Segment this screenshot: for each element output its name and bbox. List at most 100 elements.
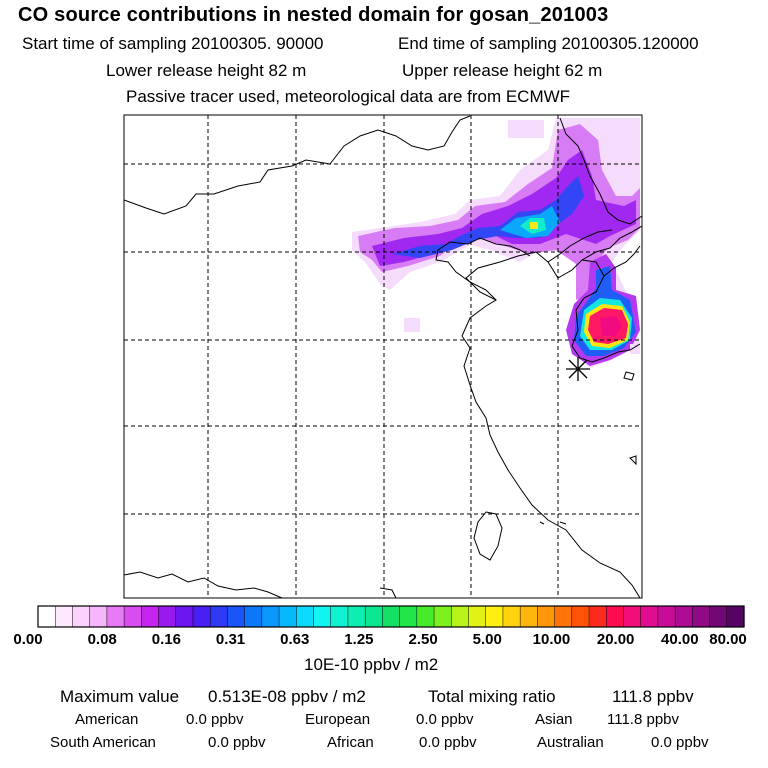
colorbar-cell bbox=[520, 606, 538, 627]
colorbar-tick-label: 0.00 bbox=[13, 631, 43, 648]
plume-patch bbox=[630, 344, 640, 354]
region-south-american-label: South American bbox=[50, 734, 156, 751]
region-european-label: European bbox=[305, 711, 371, 728]
colorbar-tick-label: 2.50 bbox=[408, 631, 438, 648]
region-australian-value: 0.0 ppbv bbox=[651, 734, 709, 751]
colorbar-tick-label: 0.08 bbox=[87, 631, 117, 648]
coastline-korea-east bbox=[603, 245, 641, 277]
colorbar-cell bbox=[399, 606, 418, 627]
colorbar-tick-label: 0.31 bbox=[215, 631, 246, 648]
start-time-label: Start time of sampling 20100305. 90000 bbox=[22, 34, 324, 53]
colorbar-tick-label: 1.25 bbox=[344, 631, 374, 648]
colorbar-cell bbox=[434, 606, 452, 627]
colorbar-cell bbox=[589, 606, 607, 627]
colorbar-tick-label: 40.00 bbox=[661, 631, 699, 648]
coastline-taiwan bbox=[473, 511, 503, 561]
colorbar-cell bbox=[692, 606, 711, 627]
graticule bbox=[124, 115, 642, 598]
plume-patch bbox=[600, 118, 634, 132]
plume-patch bbox=[404, 318, 420, 332]
region-african-value: 0.0 ppbv bbox=[419, 734, 477, 751]
region-south-american-value: 0.0 ppbv bbox=[208, 734, 266, 751]
colorbar-tick-label: 0.63 bbox=[280, 631, 310, 648]
colorbar-cell bbox=[657, 606, 676, 627]
colorbar-cell bbox=[382, 606, 401, 627]
colorbar-cell bbox=[175, 606, 194, 627]
colorbar-cell bbox=[606, 606, 625, 627]
plume-layer bbox=[352, 118, 640, 368]
plume-region-purple bbox=[372, 150, 636, 266]
end-time-label: End time of sampling 20100305.120000 bbox=[398, 34, 699, 53]
coastline-korea-west bbox=[571, 259, 641, 363]
colorbar-cell bbox=[675, 606, 693, 627]
coastline-hainan bbox=[379, 587, 397, 598]
colorbar-cell bbox=[227, 606, 246, 627]
colorbar-cell bbox=[537, 606, 556, 627]
colorbar-cell bbox=[141, 606, 160, 627]
region-asian-label: Asian bbox=[535, 711, 573, 728]
map-frame bbox=[123, 114, 643, 599]
colorbar-cell bbox=[468, 606, 487, 627]
colorbar-cell bbox=[192, 606, 211, 627]
lower-release-height: Lower release height 82 m bbox=[106, 61, 307, 80]
colorbar-cell bbox=[485, 606, 504, 627]
border-north bbox=[124, 115, 471, 215]
plume-region-yellow bbox=[530, 222, 538, 229]
region-african-label: African bbox=[327, 734, 374, 751]
colorbar-cell bbox=[124, 606, 142, 627]
colorbar-tick-label: 80.00 bbox=[709, 631, 747, 648]
region-american-label: American bbox=[75, 711, 139, 728]
colorbar-cell bbox=[261, 606, 280, 627]
colorbar-cell bbox=[72, 606, 91, 627]
colorbar-cell bbox=[571, 606, 590, 627]
colorbar-cell bbox=[726, 606, 745, 627]
region-european-value: 0.0 ppbv bbox=[416, 711, 474, 728]
colorbar-cell bbox=[623, 606, 642, 627]
coastline-china bbox=[461, 225, 642, 598]
colorbar-cell bbox=[365, 606, 383, 627]
border-southwest bbox=[124, 571, 283, 598]
colorbar-cell bbox=[330, 606, 349, 627]
colorbar-cell bbox=[244, 606, 263, 627]
colorbar-cell bbox=[502, 606, 521, 627]
coastline-islands bbox=[539, 371, 637, 525]
colorbar-frame bbox=[37, 605, 745, 628]
border-northeast bbox=[559, 117, 642, 225]
receptor-asterisk-icon bbox=[566, 357, 590, 381]
colorbar-cell bbox=[279, 606, 297, 627]
colorbar-cell bbox=[158, 606, 177, 627]
colorbar-cell bbox=[554, 606, 573, 627]
total-mixing-value: 111.8 ppbv bbox=[612, 687, 694, 706]
colorbar-cell bbox=[296, 606, 315, 627]
region-asian-value: 111.8 ppbv bbox=[607, 711, 680, 728]
plume-region-blue bbox=[392, 176, 584, 258]
max-value-label: Maximum value bbox=[60, 687, 180, 706]
upper-release-height: Upper release height 62 m bbox=[402, 61, 603, 80]
colorbar-tick-label: 5.00 bbox=[472, 631, 502, 648]
coastline-layer bbox=[124, 115, 642, 598]
tracer-note: Passive tracer used, meteorological data… bbox=[126, 87, 571, 106]
region-australian-label: Australian bbox=[537, 734, 604, 751]
colorbar-tick-label: 0.16 bbox=[151, 631, 181, 648]
colorbar-tick-label: 10.00 bbox=[532, 631, 571, 648]
colorbar-cell bbox=[347, 606, 366, 627]
colorbar-cell bbox=[709, 606, 728, 627]
coastline-bohai bbox=[435, 237, 531, 301]
region-american-value: 0.0 ppbv bbox=[186, 711, 244, 728]
plume-region-korea-max bbox=[600, 316, 622, 336]
colorbar-tick-label: 20.00 bbox=[596, 631, 635, 648]
colorbar-cell bbox=[89, 606, 108, 627]
colorbar-units: 10E-10 ppbv / m2 bbox=[304, 655, 439, 674]
colorbar-cell bbox=[210, 606, 229, 627]
colorbar-cell bbox=[451, 606, 470, 627]
max-value: 0.513E-08 ppbv / m2 bbox=[208, 687, 366, 706]
colorbar-cell bbox=[640, 606, 659, 627]
colorbar-cell bbox=[106, 606, 125, 627]
colorbar-cell bbox=[313, 606, 332, 627]
total-mixing-label: Total mixing ratio bbox=[428, 687, 556, 706]
map-title: CO source contributions in nested domain… bbox=[18, 4, 609, 26]
colorbar-cell bbox=[38, 606, 56, 627]
colorbar-cell bbox=[416, 606, 435, 627]
